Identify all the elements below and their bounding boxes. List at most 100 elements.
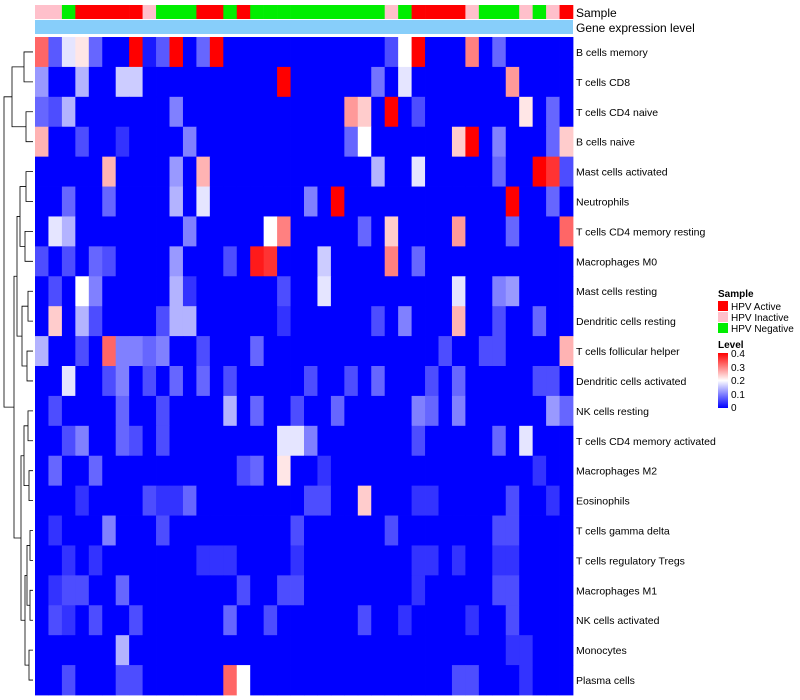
heatmap-cell xyxy=(559,66,574,98)
dendrogram-branch xyxy=(25,111,33,143)
sample-annotation-cell xyxy=(263,5,278,19)
heatmap-cell xyxy=(398,186,412,217)
heatmap-cell xyxy=(102,336,117,367)
heatmap-cell xyxy=(532,276,547,307)
heatmap-cell xyxy=(169,395,184,427)
heatmap-cell xyxy=(411,425,426,457)
heatmap-cell xyxy=(263,425,278,457)
heatmap-cell xyxy=(478,665,493,696)
heatmap-cell xyxy=(169,306,184,337)
heatmap-cell xyxy=(156,395,170,427)
heatmap-cell xyxy=(425,635,439,666)
sample-annotation-cell xyxy=(451,5,466,19)
heatmap-cell xyxy=(250,216,265,247)
heatmap-cell xyxy=(330,336,345,367)
heatmap-cell xyxy=(290,575,305,606)
heatmap-cell xyxy=(102,515,117,546)
heatmap-cell xyxy=(156,336,170,367)
heatmap-cell xyxy=(451,126,466,158)
heatmap-cell xyxy=(532,455,547,487)
heatmap-cell xyxy=(196,485,211,516)
heatmap-cell xyxy=(478,276,493,307)
heatmap-cell xyxy=(344,96,359,128)
heatmap-cell xyxy=(357,336,372,367)
heatmap-cell xyxy=(35,665,49,696)
heatmap-cell xyxy=(209,485,224,516)
heatmap-cell xyxy=(357,665,372,696)
heatmap-cell xyxy=(425,276,439,307)
heatmap-cell xyxy=(519,246,534,277)
heatmap-cell xyxy=(398,66,412,98)
heatmap-cell xyxy=(142,216,157,247)
heatmap-cell xyxy=(75,276,90,307)
heatmap-cell xyxy=(48,126,63,158)
heatmap-cell xyxy=(61,395,76,427)
heatmap-cell xyxy=(277,605,291,636)
heatmap-cell xyxy=(425,96,439,128)
heatmap-cell xyxy=(465,37,480,68)
heatmap-cell xyxy=(277,216,291,247)
heatmap-cell xyxy=(102,575,117,606)
heatmap-cell xyxy=(304,545,318,576)
heatmap-cell xyxy=(519,216,534,247)
heatmap-cell xyxy=(169,366,184,397)
heatmap-cell xyxy=(357,156,372,187)
heatmap-cell xyxy=(75,545,90,576)
heatmap-cell xyxy=(142,545,157,576)
sample-annotation-cell xyxy=(344,5,359,19)
level-tick-0-4: 0.4 xyxy=(731,349,745,360)
heatmap-cell xyxy=(102,66,117,98)
row-label: NK cells activated xyxy=(576,615,660,627)
heatmap-cell xyxy=(357,485,372,516)
heatmap-cell xyxy=(223,246,238,277)
heatmap-cell xyxy=(102,37,117,68)
heatmap-cell xyxy=(156,605,170,636)
heatmap-cell xyxy=(330,66,345,98)
heatmap-cell xyxy=(357,216,372,247)
heatmap-cell xyxy=(425,366,439,397)
heatmap-cell xyxy=(169,126,184,158)
heatmap-cell xyxy=(425,156,439,187)
heatmap-cell xyxy=(277,545,291,576)
heatmap-cell xyxy=(129,276,143,307)
heatmap-cell xyxy=(223,455,238,487)
heatmap-cell xyxy=(451,665,466,696)
heatmap-cell xyxy=(88,246,103,277)
heatmap-cell xyxy=(223,276,238,307)
heatmap-cell xyxy=(223,635,238,666)
heatmap-cell xyxy=(317,545,332,576)
heatmap-cell xyxy=(398,635,412,666)
heatmap-cell xyxy=(398,515,412,546)
heatmap-cell xyxy=(304,156,318,187)
heatmap-cell xyxy=(277,485,291,516)
heatmap-cell xyxy=(330,216,345,247)
heatmap-cell xyxy=(344,216,359,247)
heatmap-cell xyxy=(75,485,90,516)
heatmap-cell xyxy=(35,276,49,307)
heatmap-cell xyxy=(304,575,318,606)
heatmap-cell xyxy=(519,515,534,546)
heatmap-cell xyxy=(182,96,197,128)
heatmap-cell xyxy=(169,216,184,247)
heatmap-cell xyxy=(438,366,453,397)
heatmap-cell xyxy=(344,485,359,516)
heatmap-cell xyxy=(546,455,560,487)
annotation-label-expression: Gene expression level xyxy=(576,21,695,35)
heatmap-cell xyxy=(371,575,386,606)
heatmap-cell xyxy=(451,216,466,247)
heatmap-cell xyxy=(169,156,184,187)
heatmap-cell xyxy=(357,575,372,606)
heatmap-cell xyxy=(75,186,90,217)
heatmap-cell xyxy=(75,156,90,187)
heatmap-cell xyxy=(236,425,251,457)
heatmap-cell xyxy=(48,186,63,217)
heatmap-cell xyxy=(61,545,76,576)
heatmap-cell xyxy=(465,605,480,636)
heatmap-cell xyxy=(290,485,305,516)
heatmap-cell xyxy=(465,366,480,397)
heatmap-cell xyxy=(465,455,480,487)
heatmap-cell xyxy=(357,246,372,277)
heatmap-cell xyxy=(263,66,278,98)
sample-annotation-cell xyxy=(75,5,90,19)
heatmap-cell xyxy=(35,515,49,546)
